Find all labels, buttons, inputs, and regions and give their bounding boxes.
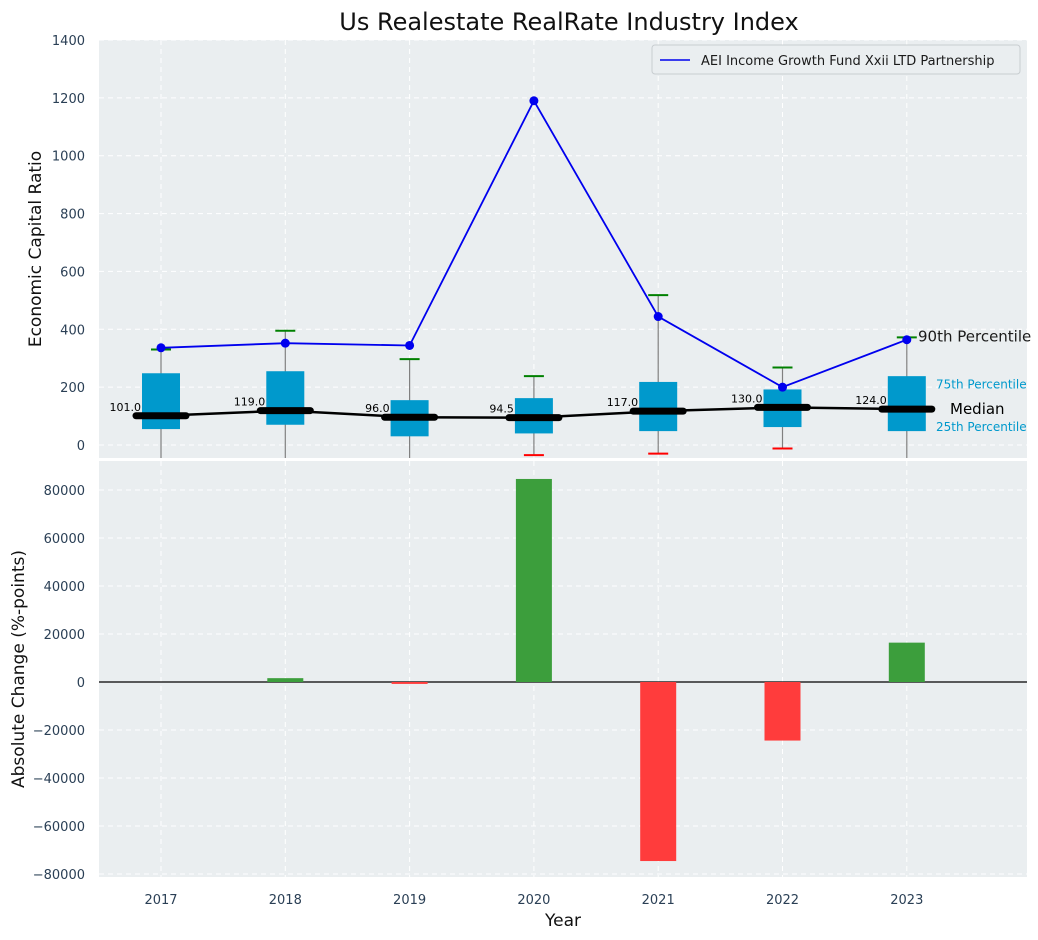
x-tick-label: 2023 — [890, 893, 923, 908]
series-point — [653, 312, 663, 322]
change-bars — [267, 478, 925, 862]
p75-annotation: 75th Percentile — [936, 377, 1027, 391]
top-y-tick-label: 1200 — [52, 92, 85, 107]
median-value-label: 96.0 — [365, 402, 390, 415]
bottom-y-tick-label: −80000 — [33, 868, 85, 883]
bottom-y-ticks: −80000 −60000 −40000 −20000 0 20000 40000 60000… — [33, 484, 85, 883]
series-point — [156, 343, 166, 353]
median-value-label: 117.0 — [607, 396, 639, 409]
p25-annotation: 25th Percentile — [936, 420, 1027, 434]
bottom-y-tick-label: 40000 — [44, 580, 85, 595]
bottom-panel-background — [99, 461, 1027, 877]
change-bar — [640, 682, 677, 862]
top-y-tick-label: 800 — [60, 208, 85, 223]
top-panel-background — [99, 40, 1027, 458]
bottom-y-tick-label: 20000 — [44, 628, 85, 643]
x-tick-label: 2019 — [393, 893, 426, 908]
series-point — [902, 335, 912, 345]
top-y-tick-label: 200 — [60, 381, 85, 396]
change-bar — [515, 478, 552, 682]
bottom-y-tick-label: 80000 — [44, 484, 85, 499]
change-bar — [267, 678, 304, 682]
bottom-y-tick-label: 60000 — [44, 532, 85, 547]
top-y-axis-label: Economic Capital Ratio — [26, 151, 46, 347]
change-bar — [888, 642, 925, 682]
percentile-box — [266, 371, 305, 425]
top-y-tick-label: 600 — [60, 265, 85, 280]
median-value-label: 101.0 — [110, 401, 142, 414]
legend-box — [651, 44, 1021, 75]
chart-title: Us Realestate RealRate Industry Index — [339, 8, 798, 36]
change-bar — [764, 682, 801, 741]
percentile-box — [142, 373, 180, 430]
bottom-y-tick-label: −20000 — [33, 724, 85, 739]
x-ticks: 2017 2018 2019 2020 2021 2022 2023 — [144, 893, 923, 908]
median-value-label: 94.5 — [489, 403, 514, 416]
top-y-ticks: 0 200 400 600 800 1000 1200 1400 — [52, 34, 85, 454]
series-point — [280, 338, 290, 348]
top-y-tick-label: 1400 — [52, 34, 85, 49]
percentile-boxes — [142, 294, 926, 458]
bottom-y-axis-label: Absolute Change (%-points) — [9, 550, 29, 788]
top-y-tick-label: 1000 — [52, 150, 85, 165]
x-tick-label: 2022 — [766, 893, 799, 908]
median-value-label: 124.0 — [855, 394, 887, 407]
percentile-box — [639, 381, 678, 432]
series-point — [405, 340, 415, 350]
x-tick-label: 2021 — [642, 893, 675, 908]
legend-label: AEI Income Growth Fund Xxii LTD Partners… — [701, 54, 994, 69]
bottom-y-tick-label: −60000 — [33, 820, 85, 835]
x-axis-label: Year — [544, 911, 581, 931]
change-bar — [391, 682, 428, 684]
p90-annotation: 90th Percentile — [918, 327, 1031, 345]
legend: AEI Income Growth Fund Xxii LTD Partners… — [651, 44, 1021, 75]
top-panel-grid — [99, 39, 1027, 461]
x-tick-label: 2017 — [144, 893, 177, 908]
percentile-box — [887, 376, 926, 432]
bottom-y-tick-label: −40000 — [33, 772, 85, 787]
series-point — [529, 96, 539, 106]
median-value-label: 130.0 — [731, 392, 763, 405]
top-y-tick-label: 400 — [60, 323, 85, 338]
median-annotation: Median — [950, 400, 1005, 418]
x-tick-label: 2018 — [269, 893, 302, 908]
median-value-label: 119.0 — [234, 396, 266, 409]
series-line-group — [156, 96, 912, 392]
bottom-y-tick-label: 0 — [77, 676, 85, 691]
top-y-tick-label: 0 — [77, 439, 85, 454]
percentile-annotations: 90th Percentile 75th Percentile Median 25th… — [918, 327, 1031, 434]
median-line-group: 101.0 119.0 96.0 94.5 117.0 130.0 124.0 — [110, 392, 936, 422]
series-point — [778, 382, 787, 392]
x-tick-label: 2020 — [517, 893, 550, 908]
